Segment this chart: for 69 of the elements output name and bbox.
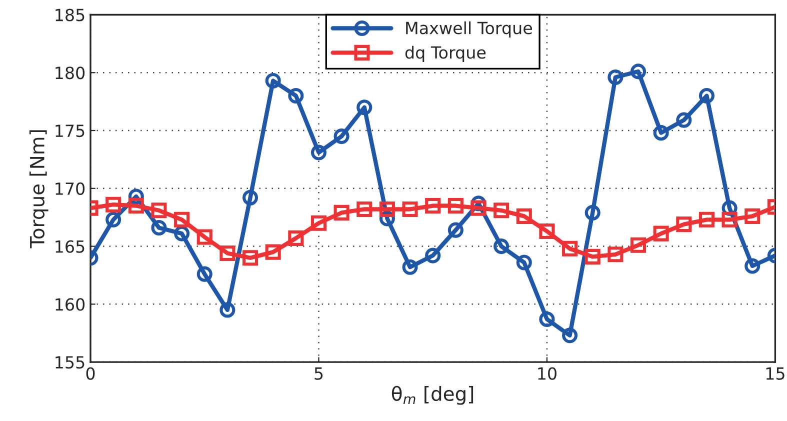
point <box>516 208 532 224</box>
x-tick-label: 0 <box>86 367 95 380</box>
point <box>494 202 510 218</box>
y-tick-label: 160 <box>56 298 85 311</box>
point <box>242 190 258 206</box>
point <box>516 254 532 270</box>
point <box>653 125 669 141</box>
point <box>220 302 236 318</box>
point <box>106 196 122 212</box>
point <box>630 237 646 253</box>
point <box>334 128 350 144</box>
y-tick-label: 180 <box>56 66 85 80</box>
point <box>220 245 236 262</box>
point <box>630 64 646 80</box>
point <box>744 258 760 274</box>
point <box>562 328 578 344</box>
point <box>676 112 692 128</box>
legend-label: dq Torque <box>405 46 486 62</box>
x-axis-title: θ$_{m}$ [deg] <box>392 386 474 405</box>
y-tick-label: 170 <box>56 182 85 195</box>
point <box>379 201 395 218</box>
point <box>608 246 624 262</box>
point <box>539 311 555 328</box>
point <box>402 201 418 218</box>
x-tick-label: 10 <box>538 367 556 380</box>
point <box>151 220 167 236</box>
point <box>356 100 372 116</box>
point <box>562 240 578 256</box>
point <box>425 198 441 214</box>
point <box>470 200 486 216</box>
point <box>334 204 350 220</box>
point <box>698 88 715 104</box>
point <box>584 248 600 264</box>
point <box>288 88 304 104</box>
point <box>265 244 281 260</box>
y-tick-label: 165 <box>56 240 84 253</box>
point <box>744 208 760 224</box>
point <box>196 266 212 282</box>
x-tick-label: 5 <box>314 367 323 380</box>
y-tick-label: 175 <box>56 124 84 138</box>
point <box>425 248 441 264</box>
point <box>310 215 327 231</box>
x-tick-label: 15 <box>766 367 784 380</box>
point <box>151 202 167 218</box>
point <box>196 229 212 245</box>
point <box>448 198 464 214</box>
point <box>676 216 692 232</box>
point <box>722 212 738 228</box>
legend-label: Maxwell Torque <box>406 21 532 38</box>
point <box>106 212 122 228</box>
point <box>653 226 669 242</box>
point <box>584 204 600 220</box>
point <box>402 259 418 275</box>
point <box>310 144 327 160</box>
point <box>128 198 144 214</box>
point <box>356 201 372 218</box>
point <box>494 238 510 254</box>
point <box>698 212 715 228</box>
y-tick-label: 155 <box>56 356 84 369</box>
point <box>539 223 555 240</box>
point <box>448 222 464 238</box>
point <box>608 69 624 86</box>
point <box>174 226 190 242</box>
point <box>174 212 190 228</box>
y-axis-title: Torque [Nm] <box>29 130 48 248</box>
point <box>242 250 258 266</box>
point <box>265 72 281 89</box>
point <box>288 230 304 246</box>
y-tick-label: 185 <box>56 8 84 22</box>
